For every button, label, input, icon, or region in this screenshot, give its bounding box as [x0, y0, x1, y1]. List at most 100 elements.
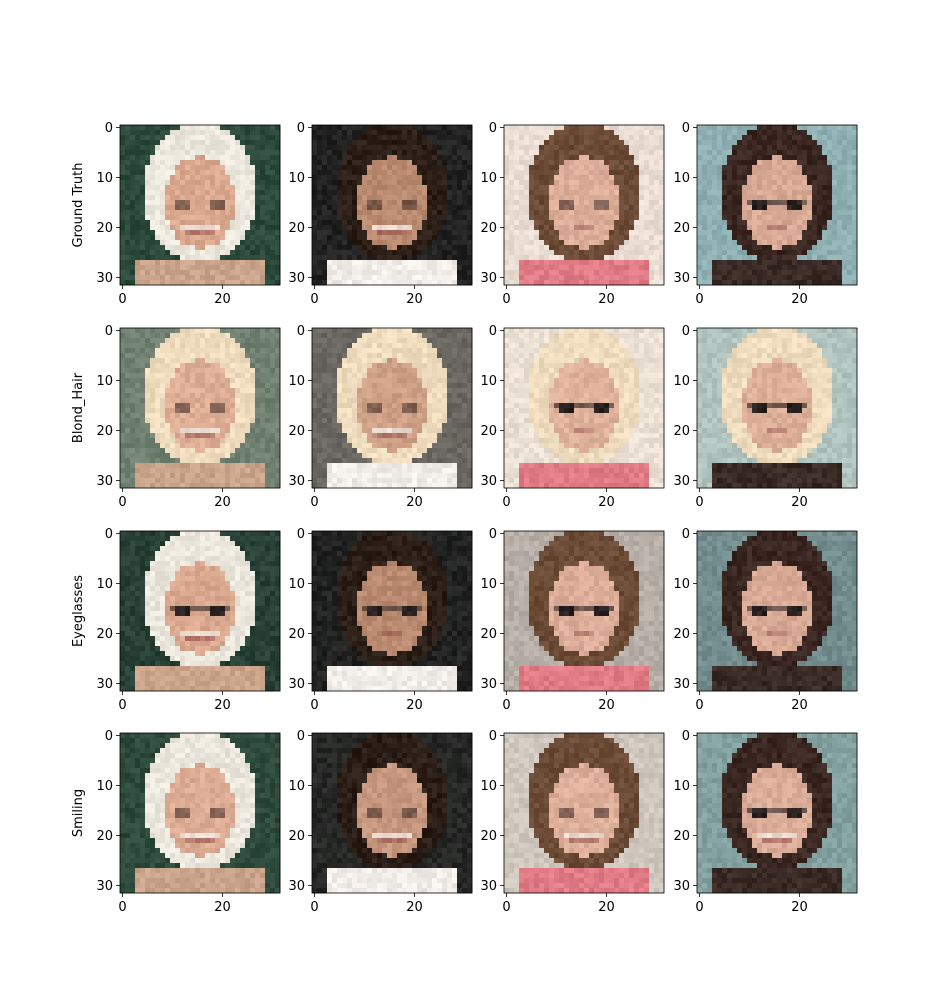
- face-image: [120, 531, 281, 692]
- y-tick-label: 10: [96, 577, 113, 592]
- x-tick-label: 0: [310, 698, 318, 713]
- y-tick-label: 20: [673, 221, 690, 236]
- y-tick-label: 20: [480, 829, 497, 844]
- y-tick-label: 0: [105, 527, 113, 542]
- row-label: Eyeglasses: [71, 575, 86, 647]
- x-tick-label: 0: [502, 698, 510, 713]
- y-tick-label: 10: [673, 374, 690, 389]
- face-image: [312, 733, 473, 894]
- y-tick-label: 30: [480, 879, 497, 894]
- subplot-r1-c0: 0 10 20 30 0 20: [96, 324, 281, 510]
- y-tick-label: 30: [480, 271, 497, 286]
- axes-frame: [119, 732, 281, 894]
- y-tick-label: 0: [682, 527, 690, 542]
- subplot-r3-c1: 0 10 20 30 0 20: [288, 729, 473, 915]
- y-tick-label: 20: [673, 424, 690, 439]
- y-tick-label: 0: [682, 729, 690, 744]
- x-tick-label: 0: [118, 292, 126, 307]
- y-tick-label: 20: [480, 424, 497, 439]
- face-image: [312, 125, 473, 286]
- x-tick-label: 20: [598, 495, 615, 510]
- axes-frame: [311, 327, 473, 489]
- y-tick-label: 20: [96, 424, 113, 439]
- subplot-r0-c0: 0 10 20 30 0 20: [96, 121, 281, 307]
- y-tick-label: 0: [297, 121, 305, 136]
- x-tick-label: 0: [502, 292, 510, 307]
- face-image: [312, 328, 473, 489]
- face-image: [312, 531, 473, 692]
- axes-frame: [503, 732, 665, 894]
- x-tick-label: 0: [695, 698, 703, 713]
- subplot-r2-c2: 0 10 20 30 0 20: [480, 527, 665, 713]
- axes-frame: [311, 124, 473, 286]
- x-tick-label: 0: [310, 900, 318, 915]
- y-tick-label: 0: [297, 729, 305, 744]
- x-tick-label: 0: [502, 495, 510, 510]
- x-tick-label: 0: [310, 495, 318, 510]
- y-tick-label: 20: [480, 627, 497, 642]
- y-tick-label: 30: [673, 879, 690, 894]
- y-tick-label: 0: [489, 324, 497, 339]
- y-tick-label: 0: [105, 324, 113, 339]
- y-tick-label: 0: [105, 729, 113, 744]
- subplot-r1-c1: 0 10 20 30 0 20: [288, 324, 473, 510]
- y-tick-label: 10: [96, 779, 113, 794]
- y-tick-label: 10: [673, 171, 690, 186]
- y-tick-label: 30: [288, 271, 305, 286]
- face-image: [697, 125, 858, 286]
- y-tick-label: 10: [96, 171, 113, 186]
- subplot-r3-c0: 0 10 20 30 0 20: [96, 729, 281, 915]
- y-tick-label: 20: [673, 829, 690, 844]
- x-tick-label: 20: [406, 698, 423, 713]
- axes-frame: [696, 732, 858, 894]
- y-tick-label: 30: [480, 474, 497, 489]
- y-tick-label: 0: [489, 121, 497, 136]
- y-tick-label: 10: [480, 779, 497, 794]
- axes-frame: [503, 530, 665, 692]
- axes-frame: [311, 732, 473, 894]
- subplot-r1-c3: 0 10 20 30 0 20: [673, 324, 858, 510]
- subplot-r1-c2: 0 10 20 30 0 20: [480, 324, 665, 510]
- y-tick-label: 30: [288, 474, 305, 489]
- x-tick-label: 0: [695, 292, 703, 307]
- axes-frame: [119, 327, 281, 489]
- y-tick-label: 10: [480, 374, 497, 389]
- x-tick-label: 0: [695, 900, 703, 915]
- x-tick-label: 20: [598, 900, 615, 915]
- y-tick-label: 10: [673, 577, 690, 592]
- y-tick-label: 10: [480, 577, 497, 592]
- x-tick-label: 0: [502, 900, 510, 915]
- x-tick-label: 20: [406, 900, 423, 915]
- x-tick-label: 0: [118, 698, 126, 713]
- y-tick-label: 20: [96, 221, 113, 236]
- y-tick-label: 30: [288, 879, 305, 894]
- y-tick-label: 0: [682, 324, 690, 339]
- x-tick-label: 20: [214, 900, 231, 915]
- face-image: [697, 531, 858, 692]
- y-tick-label: 30: [288, 677, 305, 692]
- y-tick-label: 10: [288, 171, 305, 186]
- x-tick-label: 20: [214, 495, 231, 510]
- subplot-r2-c1: 0 10 20 30 0 20: [288, 527, 473, 713]
- axes-frame: [119, 530, 281, 692]
- y-tick-label: 20: [288, 627, 305, 642]
- y-tick-label: 0: [682, 121, 690, 136]
- y-tick-label: 0: [297, 324, 305, 339]
- y-tick-label: 20: [288, 221, 305, 236]
- y-tick-label: 30: [673, 271, 690, 286]
- axes-frame: [696, 530, 858, 692]
- x-tick-label: 20: [598, 292, 615, 307]
- row-label: Smiling: [71, 789, 86, 837]
- axes-frame: [696, 124, 858, 286]
- y-tick-label: 0: [105, 121, 113, 136]
- face-image: [504, 328, 665, 489]
- x-tick-label: 20: [598, 698, 615, 713]
- x-tick-label: 20: [406, 495, 423, 510]
- y-tick-label: 10: [288, 374, 305, 389]
- subplot-r0-c3: 0 10 20 30 0 20: [673, 121, 858, 307]
- x-tick-label: 0: [695, 495, 703, 510]
- y-tick-label: 0: [297, 527, 305, 542]
- axes-frame: [503, 124, 665, 286]
- x-tick-label: 0: [118, 900, 126, 915]
- face-image: [120, 328, 281, 489]
